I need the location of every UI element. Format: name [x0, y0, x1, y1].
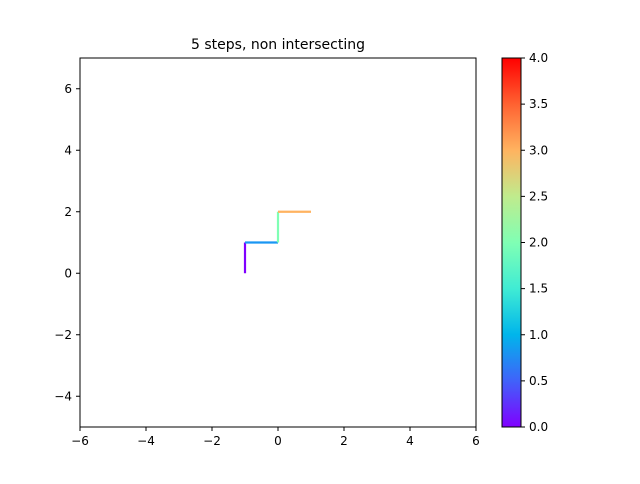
x-tick-label: −4 — [137, 434, 155, 448]
colorbar-tick-label: 3.5 — [529, 97, 548, 111]
colorbar-tick-label: 2.5 — [529, 189, 548, 203]
x-tick-label: 2 — [340, 434, 348, 448]
x-tick-label: −2 — [203, 434, 221, 448]
colorbar-gradient — [502, 58, 521, 427]
colorbar-tick-label: 4.0 — [529, 51, 548, 65]
colorbar-tick-label: 2.0 — [529, 236, 548, 250]
colorbar-tick-label: 3.0 — [529, 143, 548, 157]
y-tick-label: 2 — [64, 205, 72, 219]
colorbar: 0.0 0.5 1.0 1.5 2.0 2.5 3.0 3.5 4.0 — [501, 51, 548, 434]
y-tick-label: −4 — [54, 389, 72, 403]
colorbar-tick-label: 1.5 — [529, 282, 548, 296]
colorbar-tick-label: 0.0 — [529, 420, 548, 434]
y-tick-label: 0 — [64, 266, 72, 280]
x-tick-label: −6 — [71, 434, 89, 448]
colorbar-tick-label: 0.5 — [529, 374, 548, 388]
x-tick-label: 0 — [274, 434, 282, 448]
x-axis: −6 −4 −2 0 2 4 6 — [71, 427, 480, 448]
x-tick-label: 4 — [406, 434, 414, 448]
y-tick-label: 4 — [64, 143, 72, 157]
x-tick-label: 6 — [472, 434, 480, 448]
y-tick-label: −2 — [54, 328, 72, 342]
plot-area: −6 −4 −2 0 2 4 6 −4 −2 0 2 4 6 — [54, 57, 480, 448]
y-axis: −4 −2 0 2 4 6 — [54, 82, 80, 403]
chart-title: 5 steps, non intersecting — [191, 37, 365, 53]
y-tick-label: 6 — [64, 82, 72, 96]
walk-path — [243, 210, 311, 274]
colorbar-ticks: 0.0 0.5 1.0 1.5 2.0 2.5 3.0 3.5 4.0 — [521, 51, 548, 434]
colorbar-tick-label: 1.0 — [529, 328, 548, 342]
